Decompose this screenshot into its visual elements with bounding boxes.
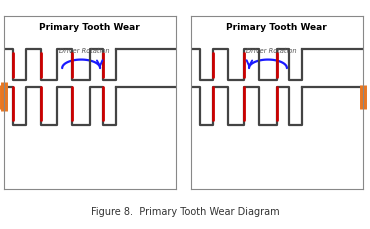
- Text: Figure 8.  Primary Tooth Wear Diagram: Figure 8. Primary Tooth Wear Diagram: [91, 206, 279, 216]
- Text: Primary Tooth Wear: Primary Tooth Wear: [226, 22, 327, 32]
- Text: Primary Tooth Wear: Primary Tooth Wear: [39, 22, 140, 32]
- Text: Driver Rotation: Driver Rotation: [59, 48, 110, 54]
- Text: Driver Rotation: Driver Rotation: [246, 48, 296, 54]
